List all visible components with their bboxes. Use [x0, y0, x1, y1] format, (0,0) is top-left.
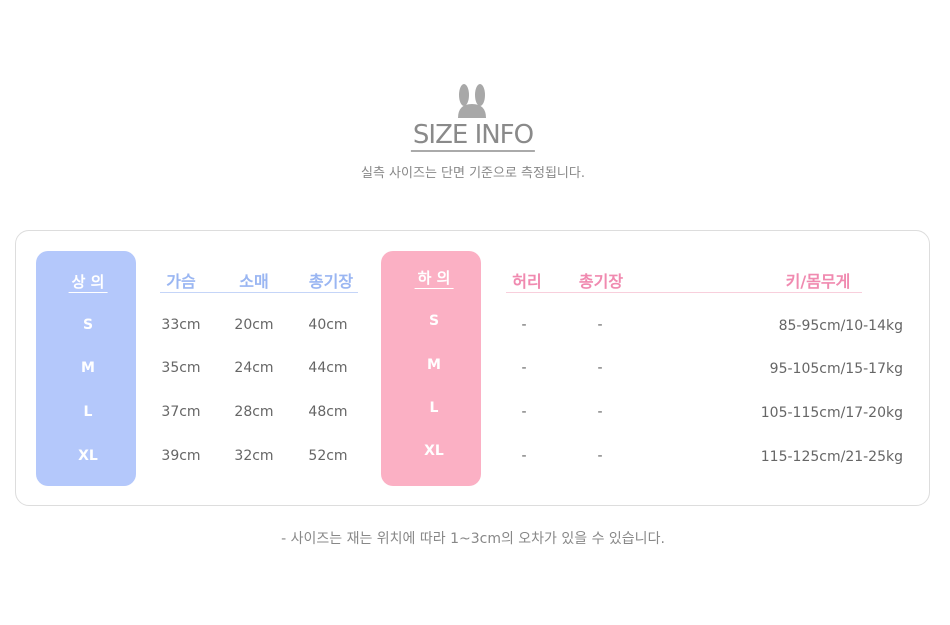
table-cell: -	[521, 360, 527, 376]
bottoms-label-box	[381, 251, 481, 486]
bunny-ears-icon	[458, 84, 486, 118]
divider	[506, 292, 862, 293]
col-header: 허리	[512, 272, 542, 291]
table-cell: -	[597, 404, 603, 420]
size-label: M	[81, 360, 95, 376]
table-cell: 28cm	[234, 404, 274, 420]
table-cell: 24cm	[234, 360, 274, 376]
size-label: S	[428, 313, 440, 329]
size-label: S	[82, 317, 94, 333]
table-cell: 33cm	[161, 317, 201, 333]
size-label: XL	[78, 448, 98, 464]
size-label: M	[427, 357, 441, 373]
table-cell: 35cm	[161, 360, 201, 376]
table-cell: 48cm	[308, 404, 348, 420]
subtitle: 실측 사이즈는 단면 기준으로 측정됩니다.	[361, 166, 585, 181]
tops-label-box	[36, 251, 136, 486]
col-header: 가슴	[166, 272, 196, 291]
table-cell: -	[521, 404, 527, 420]
table-cell: 37cm	[161, 404, 201, 420]
table-cell: 95-105cm/15-17kg	[769, 361, 903, 377]
table-cell: -	[521, 448, 527, 464]
table-cell: 44cm	[308, 360, 348, 376]
divider	[160, 292, 358, 293]
table-cell: 32cm	[234, 448, 274, 464]
page-title: SIZE INFO	[410, 120, 536, 152]
table-cell: 39cm	[161, 448, 201, 464]
size-table-card	[15, 230, 930, 506]
col-header: 총기장	[578, 272, 624, 291]
table-cell: -	[597, 317, 603, 333]
col-header: 소매	[239, 272, 269, 291]
table-cell: -	[521, 317, 527, 333]
size-label: L	[429, 400, 439, 416]
table-cell: 40cm	[308, 317, 348, 333]
col-header: 총기장	[308, 272, 354, 291]
table-cell: 52cm	[308, 448, 348, 464]
col-header: 키/몸무게	[785, 272, 851, 291]
table-cell: -	[597, 360, 603, 376]
bottoms-label: 하 의	[414, 268, 454, 289]
table-cell: 115-125cm/21-25kg	[760, 449, 903, 465]
table-cell: 105-115cm/17-20kg	[760, 405, 903, 421]
table-cell: 20cm	[234, 317, 274, 333]
table-cell: -	[597, 448, 603, 464]
footer-note: - 사이즈는 재는 위치에 따라 1~3cm의 오차가 있을 수 있습니다.	[281, 531, 665, 547]
tops-label: 상 의	[68, 272, 108, 293]
size-label: XL	[424, 443, 444, 459]
table-cell: 85-95cm/10-14kg	[778, 318, 903, 334]
size-label: L	[83, 404, 93, 420]
